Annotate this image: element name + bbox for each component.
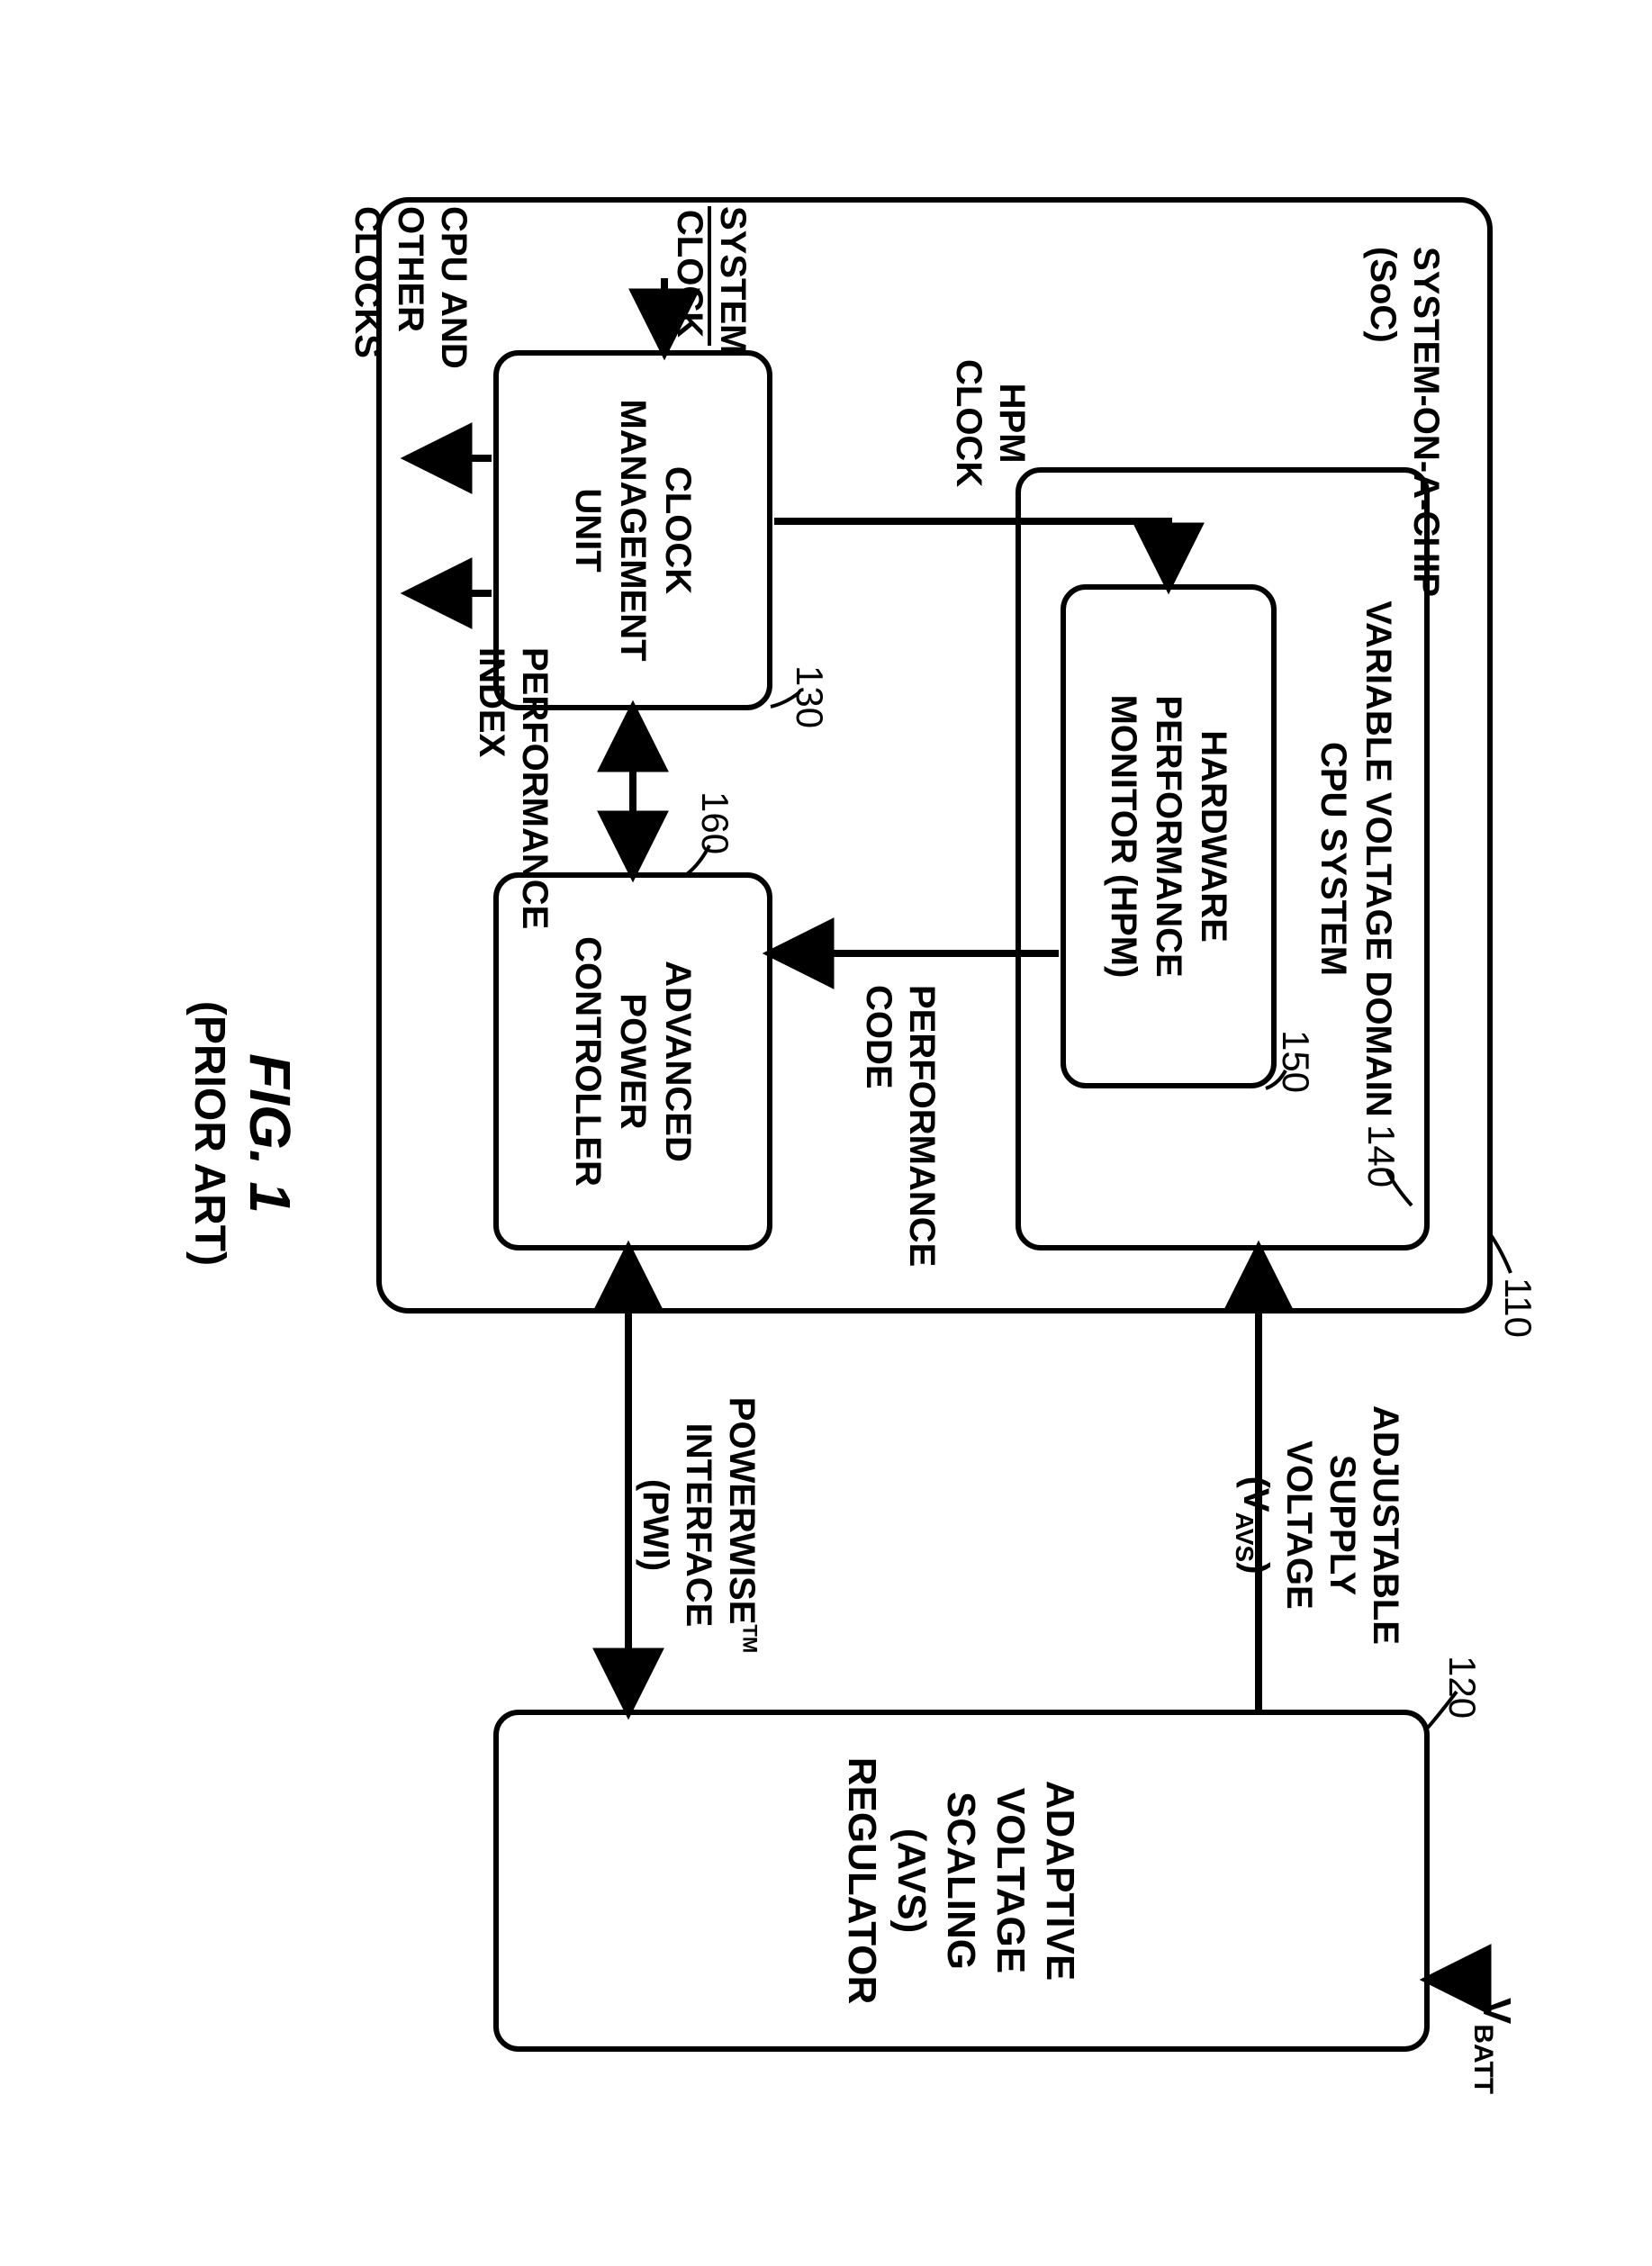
diagram-canvas: SYSTEM-ON-A-CHIP (SoC) VARIABLE VOLTAGE … <box>106 143 1547 2124</box>
sys-clock-label: SYSTEM CLOCK <box>668 206 754 341</box>
vavs-l3a: (V <box>1236 1476 1276 1512</box>
cpu-clocks-label: CPU AND OTHER CLOCKS <box>346 206 475 369</box>
pwi-l2: INTERFACE <box>679 1422 718 1627</box>
vavs-label: ADJUSTABLE SUPPLY VOLTAGE (VAVS) <box>1229 1368 1407 1683</box>
regulator-block: ADAPTIVE VOLTAGE SCALING (AVS) REGULATOR <box>493 1710 1430 2052</box>
pwi-tm: TM <box>738 1624 761 1653</box>
regulator-label: ADAPTIVE VOLTAGE SCALING (AVS) REGULATOR <box>837 1756 1085 2004</box>
perf-index-label: PERFORMANCE INDEX <box>470 647 556 929</box>
vavs-l3b: AVS <box>1231 1512 1259 1562</box>
vavs-l1: ADJUSTABLE <box>1366 1405 1405 1645</box>
perf-code-label: PERFORMANCE CODE <box>857 985 943 1267</box>
vbatt-v: V <box>1475 1998 1519 2024</box>
apc-label: ADVANCED POWER CONTROLLER <box>565 936 700 1187</box>
ref-regulator: 120 <box>1440 1656 1484 1719</box>
ref-hpm: 150 <box>1274 1030 1317 1093</box>
soc-label-line2: (SoC) <box>1363 247 1403 343</box>
ref-apc: 160 <box>693 791 736 854</box>
fig-subtitle-text: (PRIOR ART) <box>183 143 235 2124</box>
hpm-label: HARDWARE PERFORMANCE MONITOR (HPM) <box>1101 694 1236 978</box>
vavs-l3c: ) <box>1236 1562 1276 1574</box>
ref-soc: 110 <box>1496 1277 1539 1338</box>
fig-title-text: FIG. 1 <box>235 143 304 2124</box>
vvd-label: VARIABLE VOLTAGE DOMAIN CPU SYSTEM <box>1311 600 1401 1116</box>
vbatt-label: VBATT <box>1467 1998 1520 2094</box>
figure-title: FIG. 1 (PRIOR ART) <box>183 143 303 2124</box>
pwi-l3: (PWI) <box>636 1478 675 1570</box>
hpm-block: HARDWARE PERFORMANCE MONITOR (HPM) <box>1061 584 1277 1088</box>
vbatt-sub: BATT <box>1468 2024 1498 2094</box>
hpm-clock-label: HPM CLOCK <box>947 359 1034 487</box>
pwi-label: POWERWISETM INTERFACE (PWI) <box>634 1368 763 1683</box>
vavs-l2: SUPPLY VOLTAGE <box>1279 1440 1362 1609</box>
pwi-l1: POWERWISE <box>722 1396 762 1624</box>
ref-cmu: 130 <box>788 665 831 728</box>
ref-vvd: 140 <box>1359 1124 1403 1187</box>
cmu-label: CLOCK MANAGEMENT UNIT <box>565 399 700 661</box>
